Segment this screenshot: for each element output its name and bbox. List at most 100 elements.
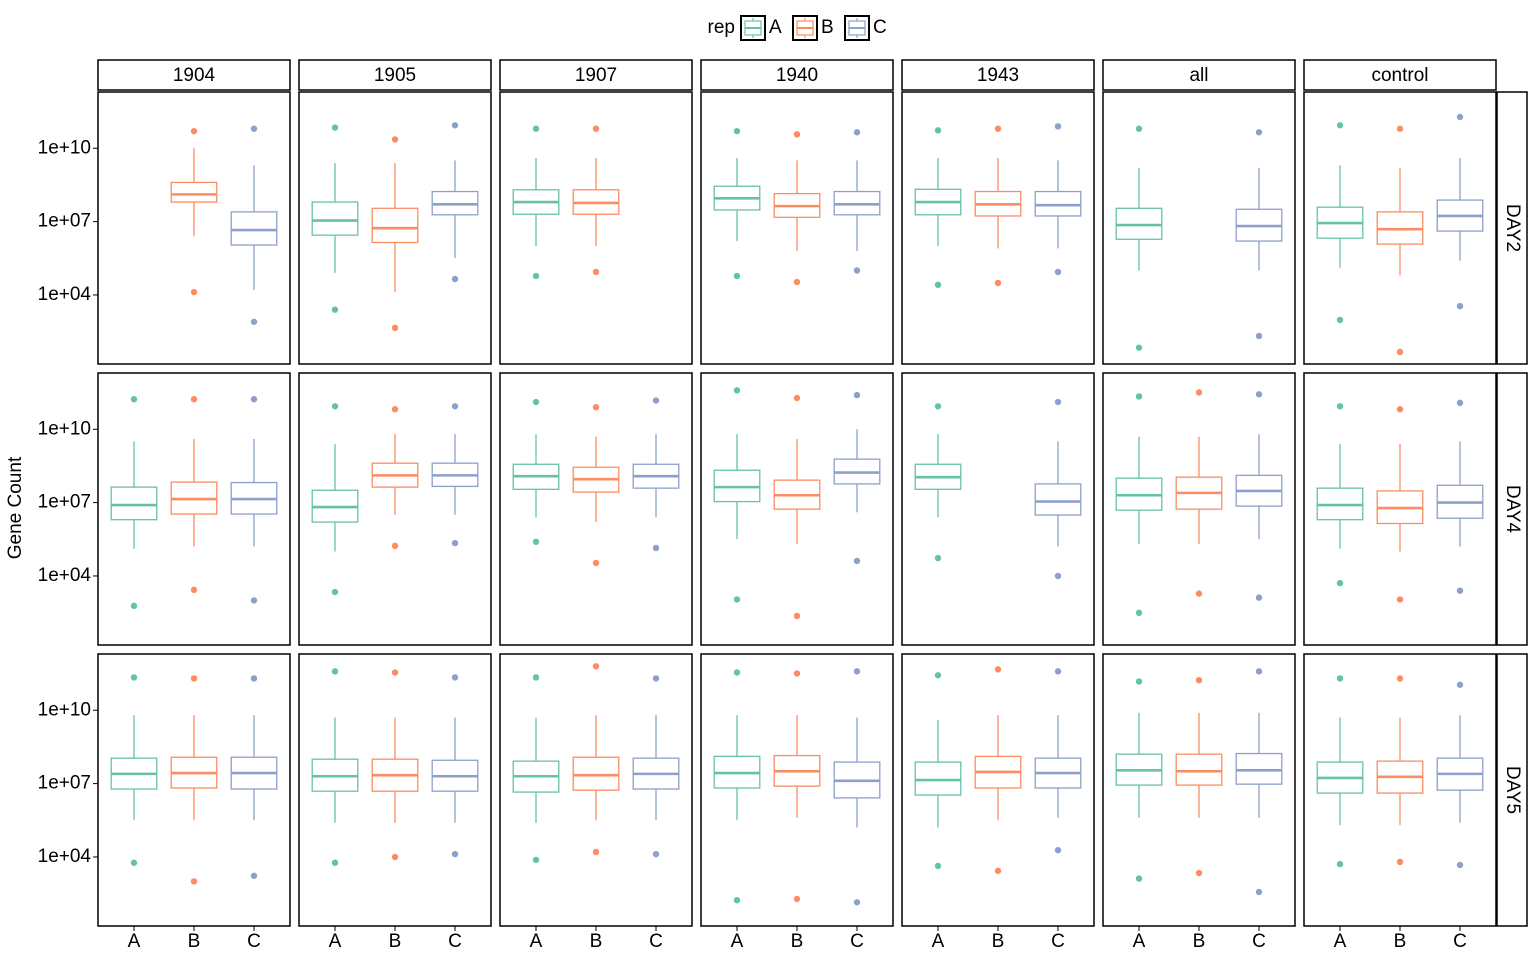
outlier	[1396, 596, 1404, 603]
y-tick-label: 1e+07	[38, 211, 91, 232]
outlier	[793, 895, 801, 903]
x-tick-label: A	[932, 931, 945, 952]
outlier	[1255, 332, 1263, 340]
y-tick-label: 1e+10	[38, 137, 91, 158]
outlier	[190, 127, 198, 135]
y-tick-label: 1e+07	[38, 492, 91, 513]
outlier	[1135, 393, 1143, 400]
outlier	[532, 538, 540, 545]
outlier	[934, 672, 942, 679]
outlier	[1255, 594, 1263, 601]
outlier	[1054, 572, 1062, 580]
outlier	[250, 597, 258, 604]
outlier	[733, 897, 741, 904]
outlier	[331, 403, 339, 410]
outlier	[391, 136, 399, 143]
outlier	[250, 125, 258, 132]
outlier	[391, 853, 399, 861]
column-strip-label: 1943	[977, 65, 1019, 86]
outlier	[1396, 348, 1404, 356]
y-tick-label: 1e+10	[38, 699, 91, 720]
outlier	[592, 268, 600, 276]
outlier	[592, 403, 600, 411]
x-tick-label: B	[188, 931, 201, 952]
box	[1115, 207, 1163, 240]
outlier	[1456, 587, 1464, 594]
outlier	[1396, 406, 1404, 413]
outlier	[331, 859, 339, 866]
column-strip	[901, 59, 1095, 91]
column-strip-label: control	[1371, 65, 1428, 86]
x-tick-label: C	[247, 931, 261, 952]
outlier	[1255, 888, 1263, 896]
outlier	[1456, 399, 1464, 407]
outlier	[532, 856, 540, 864]
outlier	[190, 878, 198, 885]
outlier	[250, 872, 258, 879]
panel	[901, 91, 1095, 365]
outlier	[532, 674, 540, 681]
y-tick-label: 1e+04	[38, 284, 92, 305]
box	[170, 181, 218, 203]
outlier	[451, 674, 459, 681]
row-strip	[1496, 372, 1528, 646]
outlier	[1135, 125, 1143, 132]
legend-title: rep	[708, 17, 735, 38]
outlier	[190, 586, 198, 594]
x-tick-label: A	[731, 931, 744, 952]
outlier	[1336, 860, 1344, 868]
outlier	[733, 127, 741, 135]
outlier	[331, 306, 339, 313]
outlier	[592, 125, 600, 132]
outlier	[1336, 675, 1344, 682]
x-tick-label: B	[1394, 931, 1407, 952]
outlier	[1336, 403, 1344, 410]
outlier	[130, 602, 138, 610]
x-tick-label: B	[590, 931, 603, 952]
outlier	[934, 403, 942, 410]
outlier	[733, 272, 741, 280]
row-strip	[1496, 653, 1528, 927]
outlier	[853, 267, 861, 274]
outlier	[1135, 344, 1143, 351]
x-tick-label: C	[1453, 931, 1467, 952]
outlier	[250, 395, 258, 403]
x-tick-label: A	[530, 931, 543, 952]
legend-label: B	[821, 17, 834, 38]
x-tick-label: B	[791, 931, 804, 952]
outlier	[331, 588, 339, 596]
outlier	[391, 324, 399, 332]
outlier	[331, 668, 339, 675]
outlier	[853, 129, 861, 136]
x-tick-label: B	[992, 931, 1005, 952]
outlier	[1456, 861, 1464, 869]
outlier	[250, 675, 258, 682]
outlier	[592, 848, 600, 856]
outlier	[130, 395, 138, 403]
column-strip	[298, 59, 492, 91]
outlier	[1135, 609, 1143, 617]
box	[572, 756, 620, 791]
outlier	[451, 539, 459, 547]
outlier	[793, 612, 801, 620]
column-strip-label: 1904	[173, 65, 216, 86]
outlier	[1456, 302, 1464, 310]
y-axis-label: Gene Count	[5, 456, 26, 559]
outlier	[592, 663, 600, 670]
outlier	[1054, 846, 1062, 854]
y-tick-label: 1e+10	[38, 418, 91, 439]
column-strip-label: all	[1189, 65, 1208, 86]
outlier	[1195, 869, 1203, 877]
x-tick-label: A	[1133, 931, 1146, 952]
legend-label: C	[873, 17, 887, 38]
outlier	[652, 675, 660, 682]
y-tick-label: 1e+04	[38, 846, 92, 867]
outlier	[451, 275, 459, 283]
outlier	[934, 281, 942, 289]
column-strip	[499, 59, 693, 91]
legend-label: A	[769, 17, 782, 38]
outlier	[391, 542, 399, 550]
box	[371, 207, 419, 244]
column-strip	[700, 59, 894, 91]
